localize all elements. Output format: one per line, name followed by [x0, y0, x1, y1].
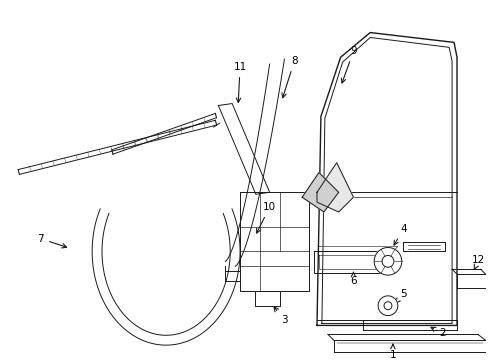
Polygon shape [302, 172, 338, 212]
Text: 8: 8 [282, 56, 297, 98]
Text: 4: 4 [393, 224, 406, 245]
Text: 6: 6 [349, 273, 356, 286]
Text: 9: 9 [341, 46, 356, 83]
Text: 1: 1 [389, 344, 395, 360]
Text: 7: 7 [38, 234, 66, 248]
Circle shape [377, 296, 397, 316]
Circle shape [373, 248, 401, 275]
Polygon shape [218, 104, 269, 194]
Text: 2: 2 [430, 327, 445, 338]
Text: 5: 5 [395, 289, 406, 303]
Text: 3: 3 [273, 307, 287, 325]
Text: 10: 10 [256, 202, 276, 233]
Text: 12: 12 [471, 255, 484, 269]
Text: 11: 11 [233, 62, 246, 103]
Polygon shape [316, 163, 353, 212]
